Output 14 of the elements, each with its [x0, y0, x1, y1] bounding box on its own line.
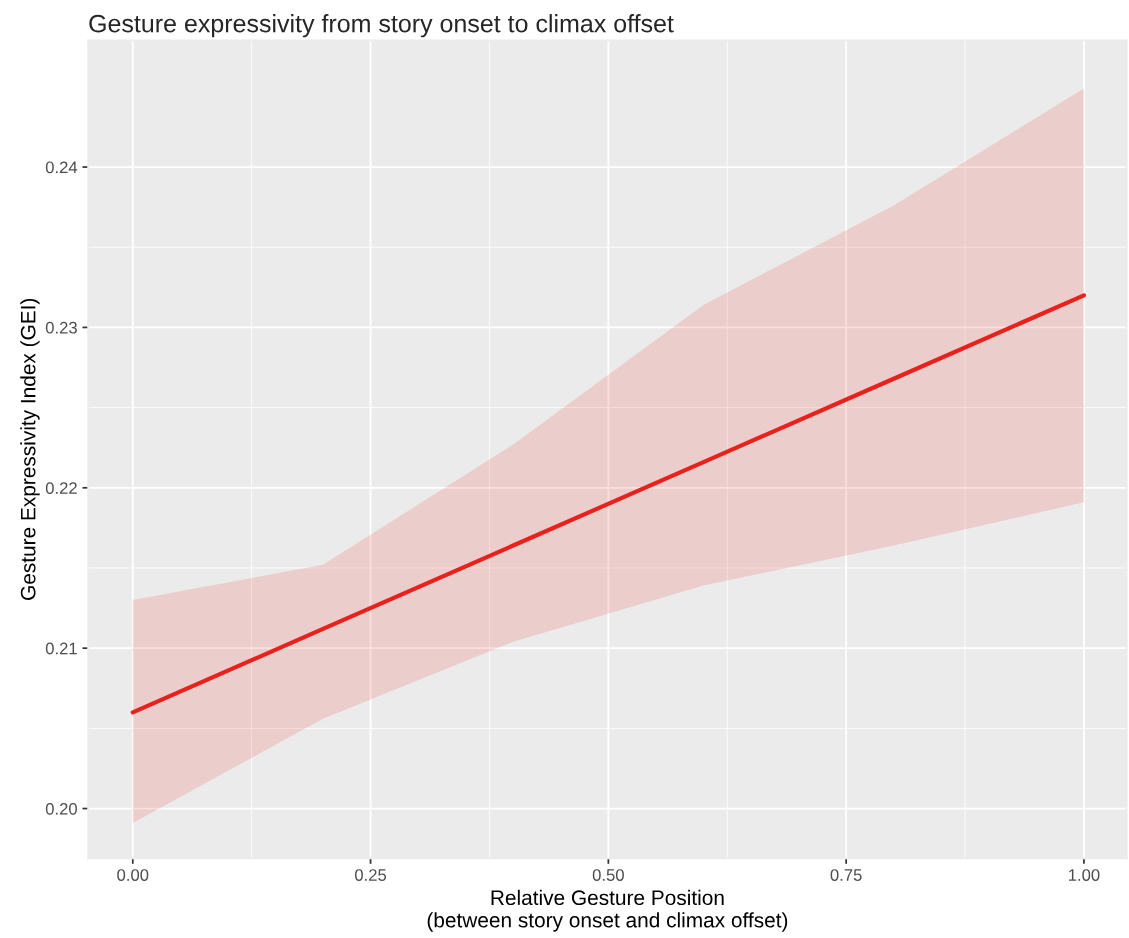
- y-tick-label: 0.20: [45, 802, 77, 815]
- y-tick-label: 0.23: [45, 321, 77, 334]
- x-tick-label: 0.75: [830, 869, 862, 881]
- x-tick-label: 0.00: [117, 869, 149, 881]
- x-axis-title: Relative Gesture Position (between story onset and climax offset): [427, 889, 788, 932]
- x-tick-label: 1.00: [1068, 869, 1100, 881]
- chart-title: Gesture expressivity from story onset to climax offset: [89, 14, 674, 38]
- y-tick-label: 0.21: [45, 642, 77, 655]
- x-tick-label: 0.25: [354, 869, 387, 881]
- y-tick-label: 0.24: [45, 161, 78, 174]
- y-axis-title: Gesture Expressivity Index (GEI): [20, 298, 40, 600]
- line-series: [130, 293, 1087, 715]
- x-tick-label: 0.50: [592, 869, 624, 881]
- y-tick-label: 0.22: [45, 482, 77, 494]
